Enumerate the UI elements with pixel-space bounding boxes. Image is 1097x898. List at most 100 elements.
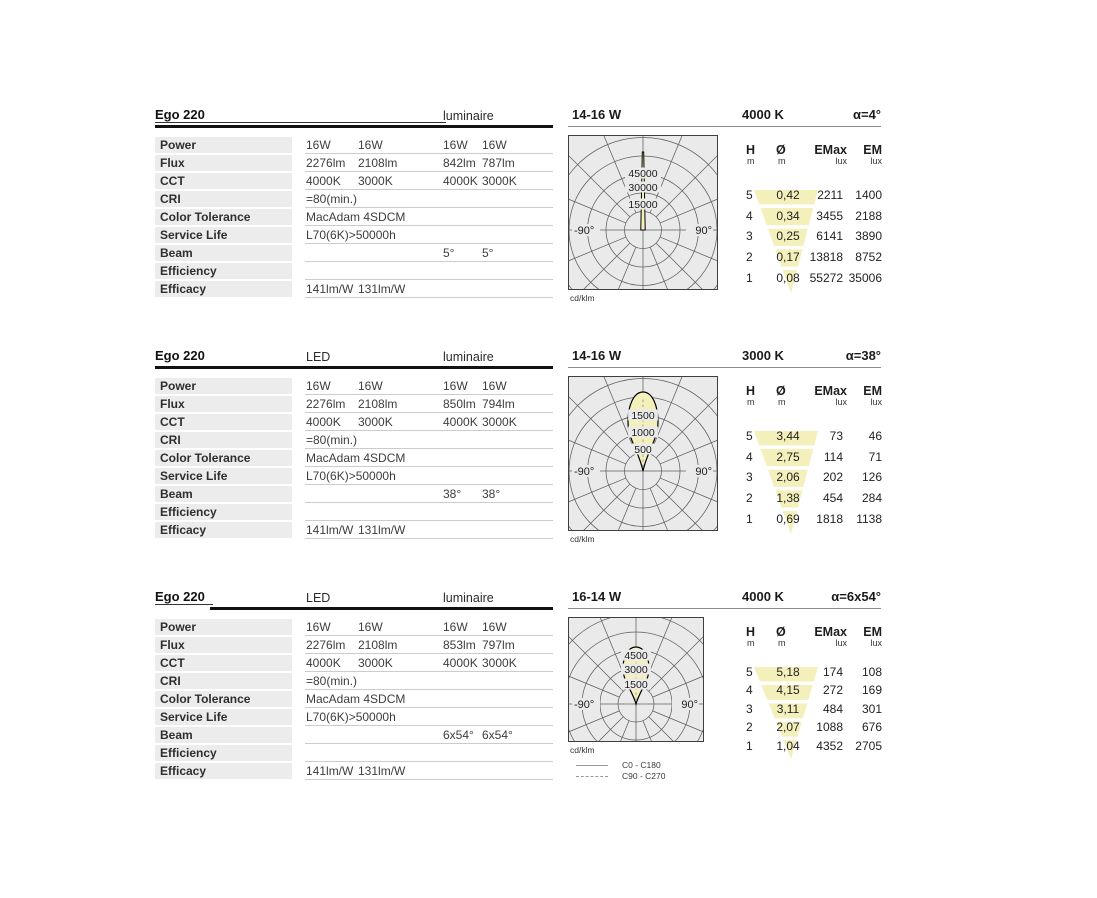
color-temperature: 4000 K — [742, 589, 784, 604]
cell-emax: 484 — [822, 701, 843, 716]
spec-row-values: 6x54° 6x54° — [305, 726, 553, 744]
legend-row-solid: C0 - C180 — [576, 760, 736, 771]
table-row: 3 0,25 6141 3890 — [740, 229, 886, 247]
spec-row-values: 141lm/W 131lm/W — [305, 521, 553, 539]
spec-row-values: 16W 16W 16W 16W — [305, 618, 553, 636]
photometry-panel: 14-16 W 3000 K α=38° 1500 1000 500 -90° 90° … — [568, 346, 886, 582]
table-row: 2 2,07 1088 676 — [740, 720, 886, 738]
beam-angle: α=38° — [845, 348, 881, 363]
spec-value-led2: 2108lm — [358, 638, 398, 652]
spec-value-led1: 16W — [306, 138, 331, 152]
spec-value-lum1: 16W — [443, 379, 468, 393]
cell-emax: 454 — [822, 491, 843, 506]
spec-value-lum1: 853lm — [443, 638, 476, 652]
spec-row-label: Beam — [155, 726, 292, 743]
col-header-diameter: Ø — [776, 384, 786, 398]
cell-emax: 55272 — [809, 270, 843, 285]
cell-height: 3 — [746, 229, 753, 244]
spec-value-lum2: 3000K — [482, 415, 517, 429]
spec-row-values: L70(6K)>50000h — [305, 226, 553, 244]
col-unit-em: lux — [870, 156, 882, 166]
column-header-luminaire: luminaire — [443, 109, 494, 123]
spec-row: Color Tolerance MacAdam 4SDCM — [155, 690, 553, 708]
col-unit-em: lux — [870, 397, 882, 407]
spec-value-lum2: 5° — [482, 246, 494, 260]
spec-value-span: =80(min.) — [306, 433, 358, 447]
col-unit-diameter: m — [778, 638, 786, 648]
spec-rows: Power 16W 16W 16W 16W Flux 2276lm 2108lm 850lm 79… — [155, 377, 553, 539]
spec-value-lum2: 3000K — [482, 656, 517, 670]
spec-value-lum1: 5° — [443, 246, 455, 260]
spec-value-lum2: 797lm — [482, 638, 515, 652]
cell-diameter: 0,25 — [776, 229, 800, 244]
spec-value-led1: 4000K — [306, 174, 341, 188]
spec-row-values — [305, 744, 553, 762]
photometric-table-header: H m Ø m EMax lux EM lux — [740, 625, 886, 649]
spec-row: Flux 2276lm 2108lm 850lm 794lm — [155, 395, 553, 413]
spec-row: Efficacy 141lm/W 131lm/W — [155, 521, 553, 539]
cell-em: 676 — [861, 720, 882, 735]
spec-row-label: Service Life — [155, 467, 292, 484]
photometry-rule — [568, 126, 881, 127]
col-unit-emax: lux — [835, 638, 847, 648]
photometry-rule — [568, 608, 881, 609]
photometric-table: H m Ø m EMax lux EM lux 5 3,44 73 46 4 2,75 11… — [740, 384, 886, 549]
spec-value-led1: 2276lm — [306, 397, 346, 411]
spec-row: Service Life L70(6K)>50000h — [155, 708, 553, 726]
spec-row-values: 4000K 3000K 4000K 3000K — [305, 172, 553, 190]
spec-row-values: 141lm/W 131lm/W — [305, 762, 553, 780]
cell-emax: 272 — [822, 683, 843, 698]
spec-value-lum1: 4000K — [443, 415, 478, 429]
spec-row-label: CRI — [155, 672, 292, 689]
spec-row-values: 5° 5° — [305, 244, 553, 262]
spec-value-led2: 2108lm — [358, 397, 398, 411]
spec-row-values: 2276lm 2108lm 850lm 794lm — [305, 395, 553, 413]
table-row: 5 0,42 2211 1400 — [740, 188, 886, 206]
spec-value-span: L70(6K)>50000h — [306, 469, 396, 483]
svg-text:4500: 4500 — [624, 650, 648, 662]
spec-row: Beam 38° 38° — [155, 485, 553, 503]
spec-row-values — [305, 262, 553, 280]
spec-value-led1: 2276lm — [306, 156, 346, 170]
spec-value-lum2: 6x54° — [482, 728, 513, 742]
spec-row-label: Color Tolerance — [155, 208, 292, 225]
col-header-emax: EMax — [814, 143, 847, 157]
header-rule — [210, 607, 553, 610]
spec-row: Power 16W 16W 16W 16W — [155, 618, 553, 636]
spec-value-led1: 141lm/W — [306, 282, 354, 296]
spec-value-lum2: 16W — [482, 138, 507, 152]
cell-height: 4 — [746, 683, 753, 698]
column-header-led: LED — [306, 350, 331, 364]
spec-value-lum2: 3000K — [482, 174, 517, 188]
col-header-diameter: Ø — [776, 143, 786, 157]
spec-row: Color Tolerance MacAdam 4SDCM — [155, 208, 553, 226]
spec-value-lum1: 38° — [443, 487, 462, 501]
col-header-em: EM — [863, 625, 882, 639]
cell-em: 46 — [868, 429, 882, 443]
spec-value-span: =80(min.) — [306, 192, 358, 206]
spec-value-span: MacAdam 4SDCM — [306, 451, 406, 465]
cell-em: 3890 — [855, 229, 882, 244]
svg-text:1000: 1000 — [631, 427, 655, 439]
cell-height: 2 — [746, 491, 753, 506]
spec-row-label: Power — [155, 377, 292, 394]
col-header-height: H — [746, 143, 756, 157]
legend-label-c0-c180: C0 - C180 — [622, 760, 661, 770]
spec-row-label: CRI — [155, 431, 292, 448]
color-temperature: 3000 K — [742, 348, 784, 363]
spec-row-label: Efficiency — [155, 503, 292, 520]
spec-row-values: L70(6K)>50000h — [305, 708, 553, 726]
cell-emax: 4352 — [816, 738, 843, 753]
spec-value-led2: 3000K — [358, 174, 393, 188]
spec-value-led1: 4000K — [306, 656, 341, 670]
svg-text:45000: 45000 — [628, 168, 657, 180]
photometry-panel: 16-14 W 4000 K α=6x54° 4500 3000 1500 -90° 9… — [568, 587, 886, 823]
spec-row-values: =80(min.) — [305, 431, 553, 449]
cell-height: 5 — [746, 188, 753, 202]
spec-value-span: MacAdam 4SDCM — [306, 210, 406, 224]
header-rule — [155, 125, 553, 128]
spec-row-label: CCT — [155, 413, 292, 430]
product-title: Ego 220 — [155, 589, 205, 604]
spec-row-values: L70(6K)>50000h — [305, 467, 553, 485]
cell-diameter: 2,06 — [776, 470, 800, 485]
